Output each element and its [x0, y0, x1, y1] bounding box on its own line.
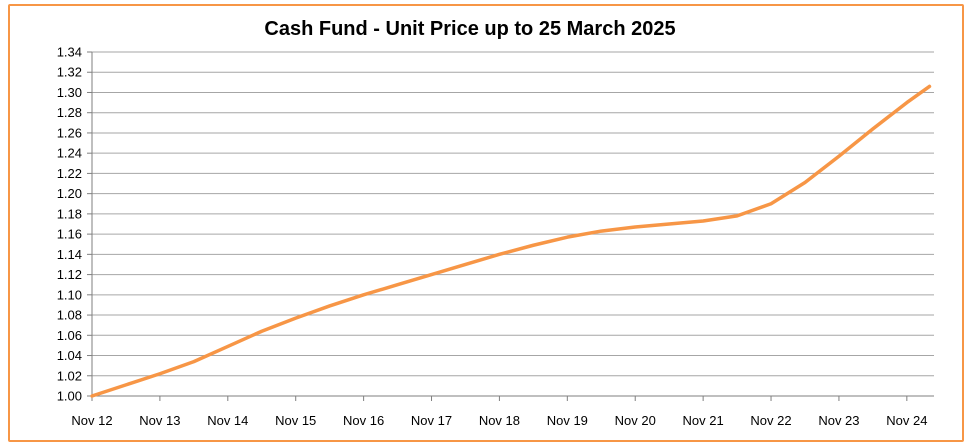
x-tick-label: Nov 13 — [139, 413, 180, 428]
y-tick-label: 1.22 — [57, 166, 82, 181]
x-tick-label: Nov 15 — [275, 413, 316, 428]
axes — [87, 51, 934, 401]
x-tick-label: Nov 14 — [207, 413, 248, 428]
x-tick-labels: Nov 12 Nov 13 Nov 14 Nov 15 Nov 16 Nov 17 Nov … — [71, 413, 927, 428]
x-tick-label: Nov 23 — [818, 413, 859, 428]
y-tick-label: 1.26 — [57, 125, 82, 140]
x-tick-label: Nov 18 — [479, 413, 520, 428]
x-tick-label: Nov 16 — [343, 413, 384, 428]
y-tick-label: 1.20 — [57, 186, 82, 201]
y-tick-label: 1.06 — [57, 328, 82, 343]
series-lines — [90, 84, 932, 398]
y-tick-labels: 1.00 1.02 1.04 1.06 1.08 1.10 1.12 1.14 1.16 1.18… — [57, 45, 82, 404]
chart-title: Cash Fund - Unit Price up to 25 March 20… — [264, 18, 676, 40]
y-tick-label: 1.18 — [57, 206, 82, 221]
x-tick-label: Nov 24 — [886, 413, 927, 428]
y-tick-label: 1.04 — [57, 348, 82, 363]
x-tick-label: Nov 20 — [615, 413, 656, 428]
y-tick-label: 1.30 — [57, 85, 82, 100]
y-tick-label: 1.16 — [57, 227, 82, 242]
x-tick-label: Nov 22 — [750, 413, 791, 428]
y-tick-label: 1.10 — [57, 287, 82, 302]
y-tick-label: 1.24 — [57, 146, 82, 161]
y-tick-label: 1.02 — [57, 368, 82, 383]
y-tick-label: 1.14 — [57, 247, 82, 262]
x-tick-label: Nov 17 — [411, 413, 452, 428]
grid-lines — [92, 51, 934, 397]
x-tick-label: Nov 12 — [71, 413, 112, 428]
y-tick-label: 1.28 — [57, 105, 82, 120]
x-tick-label: Nov 19 — [547, 413, 588, 428]
chart-frame: Cash Fund - Unit Price up to 25 March 20… — [8, 4, 964, 442]
x-tick-label: Nov 21 — [683, 413, 724, 428]
y-tick-label: 1.12 — [57, 267, 82, 282]
y-tick-label: 1.32 — [57, 65, 82, 80]
series-line — [90, 84, 932, 398]
y-tick-label: 1.00 — [57, 389, 82, 404]
y-tick-label: 1.08 — [57, 308, 82, 323]
y-tick-label: 1.34 — [57, 45, 82, 60]
